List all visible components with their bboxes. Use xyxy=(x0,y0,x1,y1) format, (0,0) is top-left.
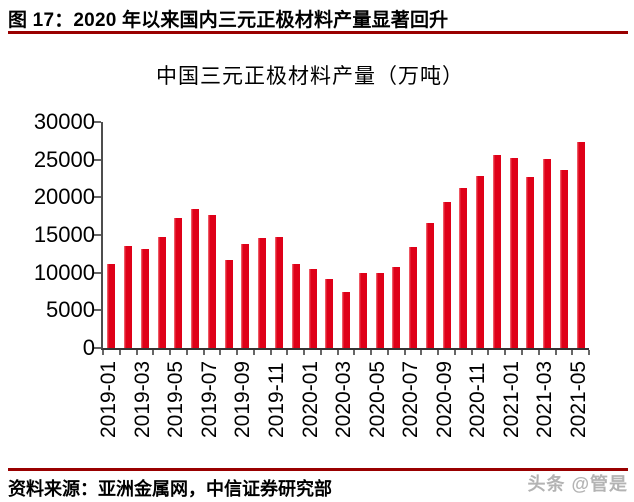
bar-2020-03 xyxy=(342,292,350,348)
x-tick-label: 2020-05 xyxy=(365,360,389,438)
x-tick-mark xyxy=(152,350,155,355)
x-tick-mark xyxy=(487,350,490,355)
y-tick-mark xyxy=(94,196,101,199)
bar-2020-05 xyxy=(375,273,384,348)
x-tick-label: 2019-03 xyxy=(130,360,154,438)
bar-2020-11 xyxy=(476,175,485,348)
bar-2019-12 xyxy=(291,264,300,348)
bar-2020-02 xyxy=(325,278,334,348)
x-tick-mark xyxy=(504,350,507,355)
y-tick-label: 5000 xyxy=(46,297,95,323)
x-tick-mark xyxy=(537,350,540,355)
x-tick-label: 2020-01 xyxy=(298,360,322,438)
y-tick-mark xyxy=(94,158,101,161)
bar-2020-06 xyxy=(392,267,401,348)
x-tick-label: 2020-09 xyxy=(432,360,456,438)
y-tick-label: 30000 xyxy=(33,109,95,134)
x-tick-label: 2021-05 xyxy=(566,360,590,438)
y-tick-mark xyxy=(94,121,101,123)
x-tick-mark xyxy=(521,350,523,355)
x-tick-mark xyxy=(437,350,440,355)
source-text: 资料来源：亚洲金属网，中信证券研究部 xyxy=(8,479,332,499)
y-tick-mark xyxy=(94,234,101,236)
x-tick-label: 2020-03 xyxy=(332,360,355,438)
y-tick-label: 10000 xyxy=(33,259,95,285)
bar-2019-09 xyxy=(241,244,250,348)
bar-2019-06 xyxy=(191,208,200,348)
x-tick-mark xyxy=(386,350,389,355)
x-tick-mark xyxy=(571,350,574,355)
x-tick-mark xyxy=(336,350,339,355)
y-tick-label: 0 xyxy=(82,335,95,360)
chart-title: 中国三元正极材料产量（万吨） xyxy=(156,65,464,88)
bar-2021-02 xyxy=(526,177,535,348)
bar-2021-03 xyxy=(543,158,552,348)
x-tick-label: 2021-03 xyxy=(533,360,557,438)
bar-2019-10 xyxy=(258,238,267,348)
y-tick-mark xyxy=(94,309,101,312)
x-tick-mark xyxy=(269,350,272,355)
x-tick-mark xyxy=(470,350,473,355)
bar-2020-09 xyxy=(442,201,451,348)
x-tick-mark xyxy=(353,350,356,355)
bar-2020-01 xyxy=(308,268,317,348)
x-tick-mark xyxy=(135,350,138,355)
x-tick-mark xyxy=(236,350,239,355)
bar-2019-05 xyxy=(174,217,183,348)
figure-caption: 图 17：2020 年以来国内三元正极材料产量显著回升 xyxy=(8,10,449,31)
bar-2021-04 xyxy=(559,170,568,348)
footer-rule xyxy=(8,468,628,471)
x-tick-label: 2019-05 xyxy=(164,360,188,438)
bar-2019-11 xyxy=(275,236,283,348)
bar-2020-08 xyxy=(425,222,434,348)
x-tick-mark xyxy=(102,350,104,355)
x-tick-label: 2019-01 xyxy=(97,360,121,438)
bar-2019-07 xyxy=(207,214,216,348)
x-tick-mark xyxy=(303,350,306,355)
x-tick-label: 2020-07 xyxy=(399,360,422,438)
bar-2020-12 xyxy=(492,155,501,348)
x-tick-mark xyxy=(118,350,121,355)
bar-2020-10 xyxy=(459,187,468,348)
x-tick-mark xyxy=(219,350,222,355)
bar-2021-05 xyxy=(576,141,585,348)
x-tick-mark xyxy=(252,350,255,355)
x-tick-mark xyxy=(370,350,373,355)
x-tick-label: 2019-09 xyxy=(231,360,255,438)
y-tick-label: 25000 xyxy=(33,146,95,172)
x-tick-mark xyxy=(202,350,205,355)
bar-2019-03 xyxy=(140,248,149,348)
y-tick-label: 20000 xyxy=(33,184,95,210)
bar-2019-01 xyxy=(107,264,116,348)
watermark-text: 头条 @管是 xyxy=(527,474,628,494)
bar-2020-04 xyxy=(358,273,367,348)
x-tick-mark xyxy=(185,350,188,355)
x-tick-mark xyxy=(403,350,406,355)
x-tick-mark xyxy=(554,350,557,355)
bar-2019-08 xyxy=(224,259,233,348)
bar-2019-02 xyxy=(124,245,133,348)
x-tick-mark xyxy=(588,350,590,355)
x-tick-mark xyxy=(319,350,322,355)
x-tick-mark xyxy=(169,350,171,355)
x-tick-mark xyxy=(453,350,456,355)
bar-2019-04 xyxy=(157,236,166,348)
x-tick-mark xyxy=(420,350,423,355)
plot-area xyxy=(94,121,590,355)
x-tick-label: 2020-11 xyxy=(466,362,490,438)
caption-rule xyxy=(8,31,628,34)
bar-2020-07 xyxy=(409,247,417,348)
x-tick-label: 2021-01 xyxy=(499,360,523,438)
y-tick-mark xyxy=(94,347,101,349)
bar-2021-01 xyxy=(509,158,518,348)
x-tick-label: 2019-11 xyxy=(265,362,288,438)
x-tick-mark xyxy=(286,350,289,355)
y-tick-label: 15000 xyxy=(33,222,95,247)
y-tick-mark xyxy=(94,271,101,274)
x-tick-label: 2019-07 xyxy=(197,360,221,438)
